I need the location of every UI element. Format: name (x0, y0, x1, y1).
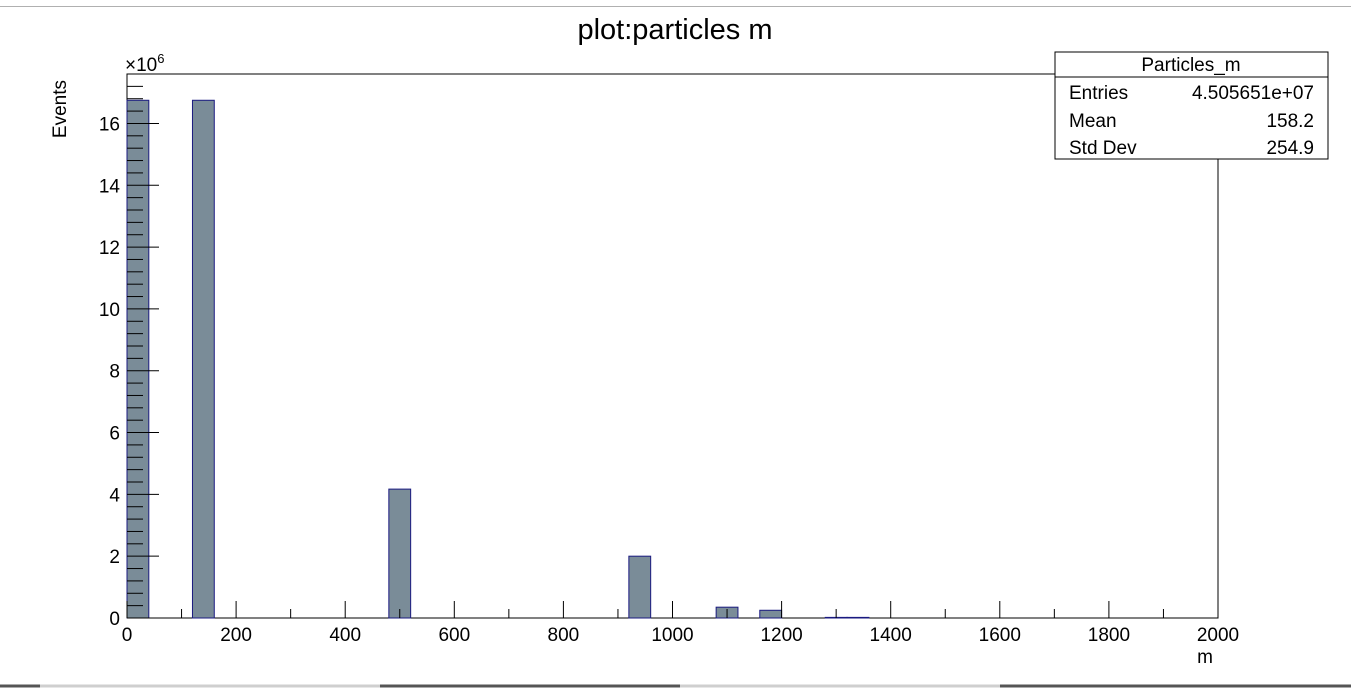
stats-label-mean: Mean (1069, 111, 1117, 132)
stats-value-stddev: 254.9 (1266, 138, 1314, 159)
y-axis-title: Events (50, 80, 71, 138)
stats-title: Particles_m (1141, 55, 1240, 76)
x-tick-label: 200 (220, 625, 252, 646)
histogram-bar (846, 616, 870, 619)
x-tick-label: 600 (438, 625, 470, 646)
y-tick-label: 8 (109, 362, 120, 383)
x-tick-label: 1400 (870, 625, 912, 646)
x-axis: 0 200 400 600 800 1000 1200 1400 1600 1800 2000 (122, 601, 1239, 646)
y-tick-label: 12 (99, 238, 120, 259)
histogram-bar (759, 609, 783, 619)
x-tick-label: 400 (329, 625, 361, 646)
x-tick-label: 2000 (1197, 625, 1239, 646)
x-tick-label: 1800 (1088, 625, 1130, 646)
stats-label-entries: Entries (1069, 83, 1128, 104)
plot-frame (126, 73, 1219, 619)
y-axis-multiplier-base: ×10 (125, 55, 157, 76)
y-axis: 0 2 4 6 8 10 12 14 16 (99, 73, 159, 630)
histogram-bar (388, 488, 412, 619)
histogram-bar (191, 99, 215, 619)
x-tick-label: 1600 (979, 625, 1021, 646)
stats-value-mean: 158.2 (1266, 111, 1314, 132)
window-frame (0, 6, 1351, 688)
y-tick-label: 2 (109, 547, 120, 568)
histogram-bar (126, 99, 150, 619)
x-tick-label: 0 (122, 625, 133, 646)
y-tick-label: 10 (99, 300, 120, 321)
y-tick-label: 4 (109, 485, 120, 506)
y-tick-label: 14 (99, 176, 121, 197)
stats-value-entries: 4.505651e+07 (1192, 83, 1314, 104)
y-axis-multiplier-exponent: 6 (157, 51, 164, 66)
x-axis-title: m (1197, 647, 1213, 668)
histogram-bar (628, 555, 652, 619)
y-tick-label: 0 (109, 609, 120, 630)
x-tick-label: 800 (548, 625, 580, 646)
stats-box: Particles_m Entries 4.505651e+07 Mean 15… (1054, 51, 1329, 160)
stats-label-stddev: Std Dev (1069, 138, 1137, 159)
y-tick-label: 16 (99, 114, 120, 135)
y-tick-label: 6 (109, 424, 120, 445)
y-axis-multiplier: ×106 (125, 51, 164, 76)
x-tick-label: 1000 (651, 625, 693, 646)
bars-group (126, 99, 870, 619)
x-tick-label: 1200 (760, 625, 802, 646)
chart-title: plot:particles m (577, 14, 772, 46)
